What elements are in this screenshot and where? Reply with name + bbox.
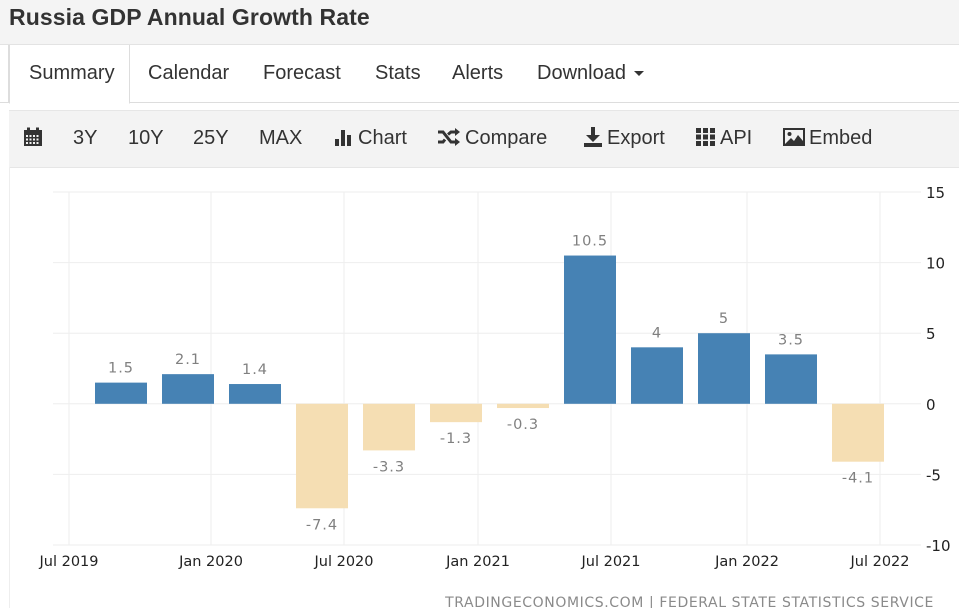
data-label: 4 xyxy=(652,325,662,341)
data-labels: 1.5 2.1 1.4 -7.4 -3.3 -1.3 -0.3 10.5 4 5 3.5 -4.1 xyxy=(108,234,874,534)
data-label: -0.3 xyxy=(507,417,539,433)
data-label: 3.5 xyxy=(778,332,804,348)
data-label: -1.3 xyxy=(440,431,472,447)
embed-button[interactable]: Embed xyxy=(783,111,872,167)
calendar-button[interactable] xyxy=(23,111,47,167)
bar-q4-2020[interactable] xyxy=(430,403,482,423)
data-label: -7.4 xyxy=(306,517,338,533)
x-axis-ticks: Jul 2019 Jan 2020 Jul 2020 Jan 2021 Jul 2021… xyxy=(38,554,909,570)
tab-alerts[interactable]: Alerts xyxy=(452,62,504,84)
data-label: 2.1 xyxy=(175,352,201,368)
tab-download[interactable]: Download xyxy=(537,45,644,102)
bar-q1-2022[interactable] xyxy=(765,354,817,404)
tab-spacer xyxy=(0,45,9,102)
page-title: Russia GDP Annual Growth Rate xyxy=(9,4,370,30)
chart-source-credit: TRADINGECONOMICS.COM | FEDERAL STATE STA… xyxy=(444,595,934,608)
bar-q1-2021[interactable] xyxy=(497,403,549,409)
tab-summary[interactable]: Summary xyxy=(9,45,130,104)
compare-button[interactable]: Compare xyxy=(437,111,547,167)
api-button-label: API xyxy=(720,127,753,149)
chart-button-label: Chart xyxy=(358,127,407,149)
download-icon xyxy=(584,126,602,147)
data-label: 5 xyxy=(719,311,729,327)
bar-chart: 1.5 2.1 1.4 -7.4 -3.3 -1.3 -0.3 10.5 4 5 3.5 -4.1 1… xyxy=(38,184,951,608)
y-tick-label: 5 xyxy=(926,325,936,343)
chart-toolbar: 3Y 10Y 25Y MAX Chart Compare Export xyxy=(9,110,959,168)
x-tick-label: Jul 2019 xyxy=(38,554,98,570)
x-tick-label: Jan 2022 xyxy=(714,554,779,570)
tab-download-label: Download xyxy=(537,62,626,84)
y-tick-label: -5 xyxy=(926,466,941,484)
range-max-button[interactable]: MAX xyxy=(259,127,303,149)
chart-area: 1.5 2.1 1.4 -7.4 -3.3 -1.3 -0.3 10.5 4 5 3.5 -4.1 1… xyxy=(9,167,959,608)
shuffle-icon xyxy=(438,127,460,146)
x-tick-label: Jul 2021 xyxy=(580,554,640,570)
y-tick-label: 10 xyxy=(926,255,945,273)
x-tick-label: Jul 2020 xyxy=(313,554,373,570)
grid-icon xyxy=(696,127,715,146)
api-button[interactable]: API xyxy=(696,111,752,167)
y-tick-label: 0 xyxy=(926,396,936,414)
y-tick-label: -10 xyxy=(926,537,951,555)
data-label: 1.5 xyxy=(108,361,134,377)
bar-q4-2019[interactable] xyxy=(162,374,214,404)
range-25y-button[interactable]: 25Y xyxy=(193,127,229,149)
bar-q1-2020[interactable] xyxy=(229,384,281,404)
y-axis-ticks: 15 10 5 0 -5 -10 xyxy=(926,184,951,555)
calendar-icon xyxy=(24,127,42,146)
chart-button[interactable]: Chart xyxy=(334,111,407,167)
tab-forecast[interactable]: Forecast xyxy=(263,62,341,84)
tab-bar: Summary Calendar Forecast Stats Alerts D… xyxy=(0,45,959,104)
bar-q2-2021[interactable] xyxy=(564,255,616,404)
export-button-label: Export xyxy=(607,127,665,149)
image-icon xyxy=(783,127,805,146)
x-tick-label: Jan 2021 xyxy=(445,554,510,570)
data-label: 10.5 xyxy=(572,234,608,250)
data-label: -4.1 xyxy=(842,471,874,487)
data-label: -3.3 xyxy=(373,459,405,475)
tab-stats[interactable]: Stats xyxy=(375,62,421,84)
bar-q2-2022[interactable] xyxy=(832,403,884,462)
embed-button-label: Embed xyxy=(809,127,873,149)
tab-calendar[interactable]: Calendar xyxy=(148,62,230,84)
range-10y-button[interactable]: 10Y xyxy=(128,127,164,149)
title-bar: Russia GDP Annual Growth Rate xyxy=(0,0,959,45)
bar-q2-2020[interactable] xyxy=(296,403,348,509)
bar-chart-icon xyxy=(335,129,351,146)
bar-q3-2020[interactable] xyxy=(363,403,415,451)
x-tick-label: Jul 2022 xyxy=(849,554,909,570)
bar-q3-2021[interactable] xyxy=(631,347,683,404)
range-3y-button[interactable]: 3Y xyxy=(73,127,98,149)
compare-button-label: Compare xyxy=(465,127,548,149)
data-label: 1.4 xyxy=(242,362,268,378)
export-button[interactable]: Export xyxy=(583,111,665,167)
vertical-gridlines xyxy=(68,192,881,545)
bar-q3-2019[interactable] xyxy=(95,382,147,404)
bar-q4-2021[interactable] xyxy=(698,333,750,404)
y-tick-label: 15 xyxy=(926,184,945,202)
bars xyxy=(95,255,884,509)
caret-down-icon xyxy=(633,71,644,77)
x-tick-label: Jan 2020 xyxy=(178,554,243,570)
